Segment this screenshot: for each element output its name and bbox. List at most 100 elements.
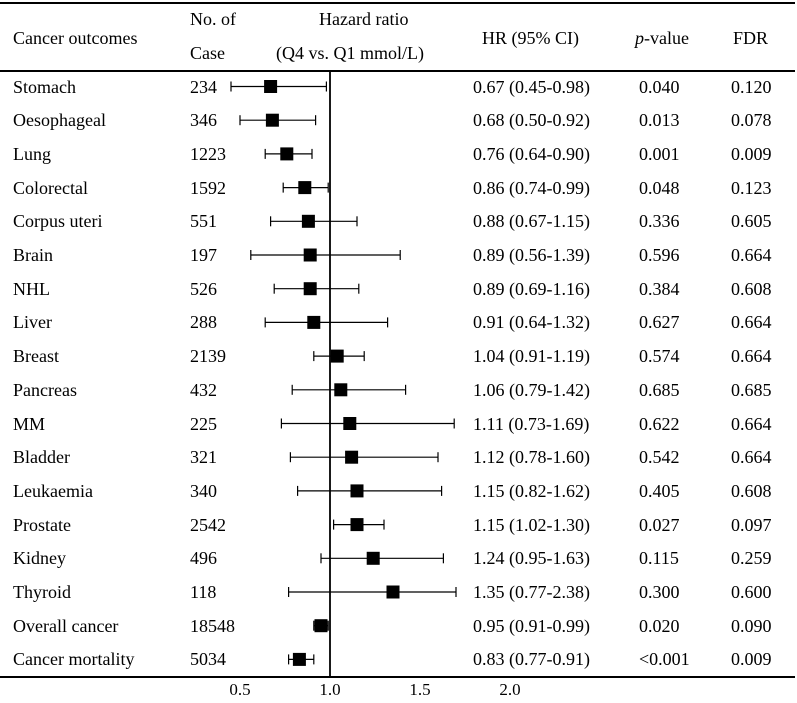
hr-point	[265, 113, 279, 127]
fdr-value: 0.090	[731, 615, 772, 636]
p-value: 0.596	[639, 245, 680, 265]
header-fdr: FDR	[733, 28, 769, 48]
x-tick-label: 1.0	[319, 680, 341, 699]
case-count: 432	[190, 379, 217, 400]
hr-point	[386, 585, 400, 599]
fdr-value: 0.685	[731, 379, 772, 400]
header-p-rest: -value	[644, 28, 689, 48]
outcome-label: Leukaemia	[13, 480, 93, 501]
fdr-value: 0.664	[731, 413, 772, 434]
hr-ci-value: 0.67 (0.45-0.98)	[473, 76, 590, 97]
hr-ci-value: 1.15 (0.82-1.62)	[473, 480, 590, 501]
top-rule	[0, 2, 795, 4]
hr-point	[343, 417, 357, 430]
outcome-label: Cancer mortality	[13, 649, 135, 670]
fdr-value: 0.078	[731, 110, 772, 131]
case-count: 2139	[190, 346, 226, 367]
hr-ci-value: 0.88 (0.67-1.15)	[473, 211, 590, 232]
p-value: 0.384	[639, 278, 680, 299]
p-value: 0.685	[639, 379, 680, 400]
p-value: 0.300	[639, 582, 680, 602]
p-value: 0.013	[639, 110, 680, 131]
case-count: 346	[190, 110, 217, 131]
fdr-value: 0.009	[731, 649, 772, 670]
fdr-value: 0.123	[731, 177, 772, 198]
hr-point	[307, 315, 321, 329]
hr-ci-value: 0.95 (0.91-0.99)	[473, 615, 590, 636]
fdr-value: 0.097	[731, 514, 772, 535]
outcome-label: Bladder	[13, 447, 70, 468]
hr-ci-value: 1.35 (0.77-2.38)	[473, 582, 590, 602]
p-value: 0.020	[639, 615, 680, 636]
forest-plot-marks	[230, 72, 457, 676]
x-tick-label: 0.5	[229, 680, 251, 699]
outcome-label: Oesophageal	[13, 110, 106, 131]
header-p-value: p-value	[635, 27, 689, 49]
hr-point	[303, 248, 317, 262]
header-cases-line1: No. of	[190, 9, 236, 29]
outcome-label: Brain	[13, 245, 53, 265]
hr-point	[345, 450, 359, 464]
p-value: 0.627	[639, 312, 680, 333]
p-value: <0.001	[639, 649, 690, 670]
fdr-value: 0.664	[731, 245, 772, 265]
p-value: 0.574	[639, 346, 680, 367]
case-count: 197	[190, 245, 217, 265]
fdr-value: 0.600	[731, 582, 772, 602]
outcome-label: Lung	[13, 143, 51, 164]
fdr-value: 0.664	[731, 312, 772, 333]
header-cases-line2: Case	[190, 43, 225, 63]
outcome-label: Pancreas	[13, 379, 77, 400]
hr-ci-value: 1.06 (0.79-1.42)	[473, 379, 590, 400]
header-hazard-ratio: Hazard ratio	[319, 9, 409, 29]
case-count: 321	[190, 447, 217, 468]
case-count: 225	[190, 413, 217, 434]
fdr-value: 0.608	[731, 278, 772, 299]
hr-ci-value: 1.24 (0.95-1.63)	[473, 548, 590, 569]
case-count: 288	[190, 312, 217, 333]
case-count: 551	[190, 211, 217, 232]
hr-ci-value: 0.83 (0.77-0.91)	[473, 649, 590, 670]
hr-point	[298, 181, 312, 195]
p-value: 0.336	[639, 211, 680, 232]
fdr-value: 0.664	[731, 346, 772, 367]
header-cancer-outcomes: Cancer outcomes	[13, 28, 138, 48]
hr-point	[314, 619, 328, 633]
p-value: 0.040	[639, 76, 680, 97]
case-count: 496	[190, 548, 217, 569]
header-p-italic: p	[635, 28, 644, 48]
hr-ci-value: 0.89 (0.69-1.16)	[473, 278, 590, 299]
hr-ci-value: 0.89 (0.56-1.39)	[473, 245, 590, 265]
p-value: 0.405	[639, 480, 680, 501]
hr-ci-value: 0.68 (0.50-0.92)	[473, 110, 590, 131]
fdr-value: 0.259	[731, 548, 772, 569]
hr-point	[366, 551, 380, 565]
outcome-label: Kidney	[13, 548, 66, 569]
case-count: 118	[190, 582, 217, 602]
p-value: 0.048	[639, 177, 680, 198]
case-count: 340	[190, 480, 217, 501]
header-hr-ci: HR (95% CI)	[482, 28, 579, 48]
x-tick-label: 2.0	[499, 680, 521, 699]
hr-point	[334, 383, 348, 397]
hr-ci-value: 1.12 (0.78-1.60)	[473, 447, 590, 468]
hr-ci-value: 0.91 (0.64-1.32)	[473, 312, 590, 333]
case-count: 2542	[190, 514, 226, 535]
hr-ci-value: 1.04 (0.91-1.19)	[473, 346, 590, 367]
fdr-value: 0.605	[731, 211, 772, 232]
outcome-label: Corpus uteri	[13, 211, 103, 232]
hr-point	[330, 349, 344, 363]
hr-point	[301, 214, 315, 228]
case-count: 526	[190, 278, 217, 299]
x-tick-label: 1.5	[409, 680, 431, 699]
fdr-value: 0.608	[731, 480, 772, 501]
outcome-label: Stomach	[13, 76, 76, 97]
hr-point	[264, 80, 278, 93]
case-count: 234	[190, 76, 217, 97]
p-value: 0.027	[639, 514, 680, 535]
outcome-label: Prostate	[13, 514, 71, 535]
p-value: 0.622	[639, 413, 680, 434]
case-count: 18548	[190, 615, 235, 636]
outcome-label: Overall cancer	[13, 615, 119, 636]
case-count: 1223	[190, 143, 226, 164]
